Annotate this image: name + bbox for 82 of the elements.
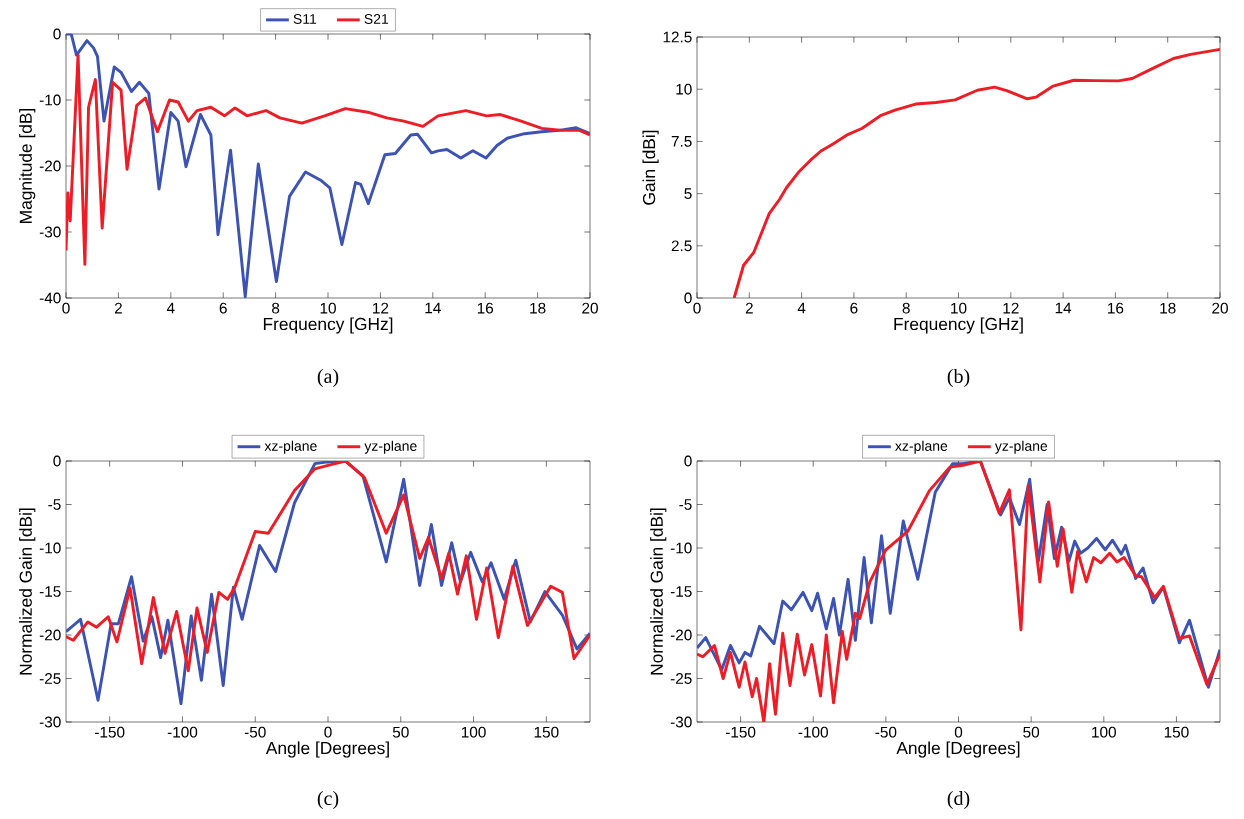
y-tick-label: -15 [670, 586, 692, 597]
y-tick-label: -5 [679, 499, 692, 510]
x-tick-label: 4 [166, 302, 175, 314]
legend-label: S11 [293, 14, 317, 24]
y-tick-label: 5 [684, 188, 692, 199]
y-tick-label: -40 [39, 292, 61, 304]
x-tick-label: 100 [461, 726, 486, 738]
x-tick-label: 10 [951, 302, 967, 314]
legend-label: S21 [364, 14, 389, 24]
y-tick-label: -30 [39, 716, 61, 728]
y-axis-title: Normalized Gain [dBi] [650, 508, 667, 675]
x-axis-title: Angle [Degrees] [896, 741, 1020, 758]
x-tick-label: 6 [219, 302, 227, 314]
x-axis-title: Angle [Degrees] [265, 741, 389, 758]
y-tick-label: -30 [670, 716, 692, 728]
x-tick-label: 20 [582, 302, 598, 314]
y-tick-label: 0 [53, 455, 61, 467]
legend-label: yz-plane [364, 440, 417, 454]
x-tick-label: 10 [320, 302, 336, 314]
legend-label: xz-plane [895, 440, 948, 454]
y-axis-title: Gain [dBi] [642, 130, 659, 205]
x-tick-label: 18 [1160, 302, 1176, 314]
line-series [66, 53, 591, 266]
y-tick-label: -10 [39, 94, 61, 106]
x-tick-label: 12 [373, 302, 389, 314]
text: (a) [317, 368, 339, 388]
x-tick-label: 150 [1164, 726, 1189, 738]
y-tick-label: 2.5 [671, 240, 692, 252]
x-tick-label: 14 [1055, 302, 1072, 314]
y-tick-label: -25 [670, 673, 692, 684]
y-tick-label: 0 [684, 455, 692, 467]
x-tick-label: 2 [114, 302, 122, 314]
x-tick-label: 0 [324, 726, 332, 738]
legend-label: xz-plane [264, 440, 317, 454]
y-tick-label: -10 [39, 542, 61, 554]
legend-label: yz-plane [994, 440, 1048, 454]
x-tick-label: 6 [850, 302, 858, 314]
x-tick-label: -100 [167, 726, 198, 738]
y-axis-title: Magnitude [dB] [19, 108, 36, 223]
x-tick-label: 150 [534, 726, 559, 738]
x-tick-label: 18 [530, 302, 546, 314]
x-axis-title: Frequency [GHz] [894, 317, 1023, 334]
x-tick-label: 12 [1003, 302, 1019, 314]
y-tick-label: 0 [53, 28, 61, 40]
x-tick-label: 8 [902, 302, 910, 314]
x-tick-label: 0 [693, 302, 701, 314]
x-tick-label: 50 [1023, 726, 1040, 738]
y-tick-label: -20 [39, 629, 61, 641]
x-tick-label: 50 [392, 726, 409, 738]
y-tick-label: -15 [39, 586, 61, 597]
y-axis-title: Normalized Gain [dBi] [19, 508, 36, 675]
y-tick-label: 0 [684, 292, 692, 304]
text: (b) [947, 368, 970, 388]
y-tick-label: -25 [39, 673, 61, 684]
x-tick-label: 8 [272, 302, 280, 314]
y-tick-label: -30 [39, 226, 61, 238]
y-tick-label: 12.5 [663, 31, 692, 43]
x-tick-label: -50 [244, 726, 266, 738]
x-tick-label: 16 [1108, 302, 1124, 314]
y-tick-label: 7.5 [671, 136, 692, 147]
x-tick-label: -150 [95, 726, 125, 738]
x-tick-label: 4 [797, 302, 806, 314]
x-tick-label: 100 [1092, 726, 1116, 738]
x-tick-label: -150 [725, 726, 756, 738]
x-tick-label: -50 [875, 726, 897, 738]
line-series [66, 34, 591, 299]
x-tick-label: 0 [62, 302, 70, 314]
x-axis-title: Frequency [GHz] [263, 317, 393, 334]
y-tick-label: 10 [676, 83, 692, 95]
x-tick-label: 16 [477, 302, 494, 314]
x-tick-label: 0 [954, 726, 963, 738]
text: (d) [947, 790, 970, 810]
y-tick-label: -5 [48, 499, 61, 510]
x-tick-label: 20 [1212, 302, 1228, 314]
x-tick-label: -100 [798, 726, 828, 738]
y-tick-label: -20 [670, 629, 692, 641]
text: (c) [317, 790, 339, 810]
line-series [732, 47, 1221, 299]
y-tick-label: -20 [39, 160, 61, 172]
x-tick-label: 14 [425, 302, 441, 314]
x-tick-label: 2 [745, 302, 753, 314]
y-tick-label: -10 [670, 542, 692, 554]
